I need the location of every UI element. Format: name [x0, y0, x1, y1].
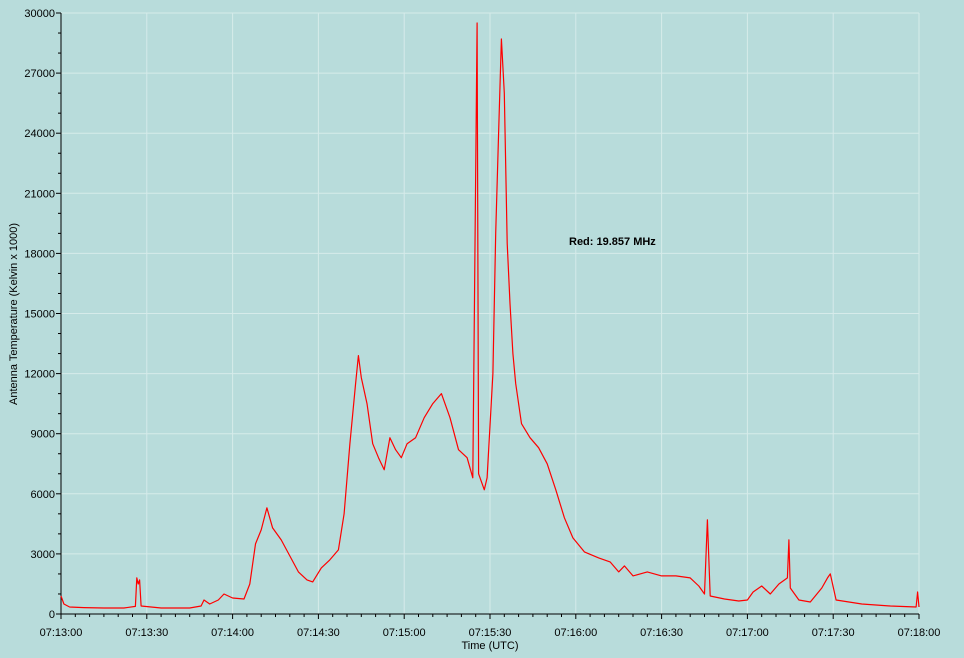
y-tick-label: 18000 [24, 248, 55, 260]
x-tick-label: 07:14:30 [297, 627, 340, 639]
x-tick-label: 07:16:30 [640, 627, 683, 639]
x-tick-label: 07:16:00 [554, 627, 597, 639]
x-tick-label: 07:18:00 [898, 627, 941, 639]
grid [60, 12, 920, 615]
x-axis-title: Time (UTC) [461, 640, 518, 652]
series-group [60, 22, 920, 609]
annotation-label: Red: 19.857 MHz [569, 236, 656, 248]
x-tick-label: 07:14:00 [211, 627, 254, 639]
y-tick-label: 27000 [24, 68, 55, 80]
y-axis-title: Antenna Temperature (Kelvin x 1000) [8, 223, 20, 405]
y-tick-label: 12000 [24, 369, 55, 381]
y-tick-label: 21000 [24, 188, 55, 200]
x-tick-label: 07:17:30 [812, 627, 855, 639]
x-tick-label: 07:13:00 [40, 627, 83, 639]
y-tick-label: 15000 [24, 309, 55, 321]
y-tick-label: 9000 [31, 429, 55, 441]
y-tick-label: 6000 [31, 489, 55, 501]
x-tick-label: 07:15:00 [383, 627, 426, 639]
x-ticks: 07:13:00 07:13:30 07:14:00 07:14:30 07:15:00… [40, 614, 941, 639]
x-tick-label: 07:15:30 [469, 627, 512, 639]
series-line [60, 22, 920, 609]
y-tick-label: 30000 [24, 8, 55, 20]
y-tick-label: 3000 [31, 549, 55, 561]
y-ticks: 0 3000 6000 9000 12000 15000 18000 21000 24000 27… [24, 8, 61, 621]
x-tick-label: 07:17:00 [726, 627, 769, 639]
x-tick-label: 07:13:30 [125, 627, 168, 639]
y-tick-label: 24000 [24, 128, 55, 140]
y-tick-label: 0 [49, 609, 55, 621]
